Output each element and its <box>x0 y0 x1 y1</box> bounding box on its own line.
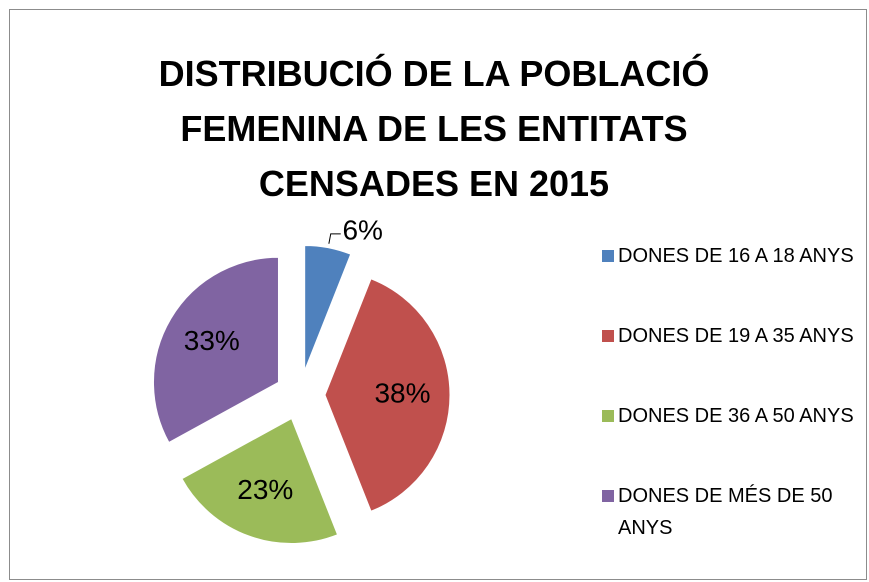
legend: DONES DE 16 A 18 ANYS DONES DE 19 A 35 AN… <box>600 240 860 560</box>
legend-item: DONES DE 19 A 35 ANYS <box>600 320 863 400</box>
legend-swatch <box>602 410 614 422</box>
legend-label: DONES DE 36 A 50 ANYS <box>618 405 854 427</box>
chart-border <box>9 9 867 580</box>
data-label: 33% <box>184 325 240 356</box>
legend-item: DONES DE 16 A 18 ANYS <box>600 240 863 320</box>
legend-swatch <box>602 490 614 502</box>
legend-item: DONES DE 36 A 50 ANYS <box>600 400 863 480</box>
legend-label: DONES DE 19 A 35 ANYS <box>618 325 854 347</box>
pie-slice <box>324 278 451 512</box>
legend-label: DONES DE MÉS DE 50 ANYS <box>618 485 833 539</box>
pie-slice <box>152 256 279 444</box>
pie-slice <box>181 417 339 545</box>
legend-item: DONES DE MÉS DE 50 ANYS <box>600 480 863 560</box>
chart-title: DISTRIBUCIÓ DE LA POBLACIÓ FEMENINA DE L… <box>158 53 710 204</box>
legend-label: DONES DE 16 A 18 ANYS <box>618 245 854 267</box>
pie-slice <box>304 244 352 371</box>
data-label: 6% <box>342 214 382 245</box>
data-label: 23% <box>237 474 293 505</box>
leader-line <box>328 233 341 244</box>
data-label: 38% <box>374 377 430 408</box>
legend-swatch <box>602 330 614 342</box>
legend-swatch <box>602 250 614 262</box>
